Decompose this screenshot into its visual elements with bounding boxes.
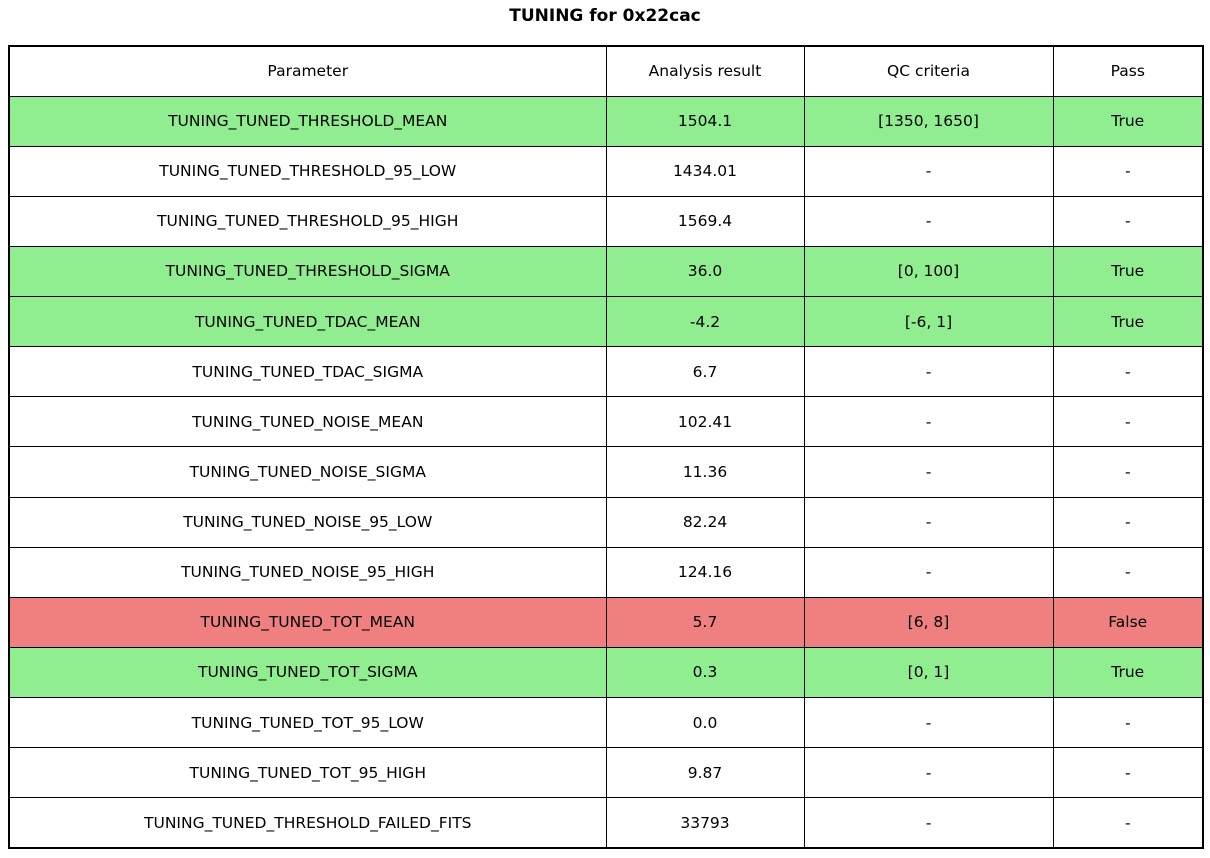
- cell-analysis-result: 1569.4: [605, 195, 805, 247]
- cell-qc-criteria: [0, 100]: [803, 245, 1054, 298]
- cell-parameter: TUNING_TUNED_THRESHOLD_95_HIGH: [8, 195, 607, 247]
- cell-qc-criteria: -: [803, 496, 1054, 548]
- table-row: TUNING_TUNED_TOT_95_HIGH 9.87 - -: [8, 747, 1204, 799]
- cell-qc-criteria: -: [803, 747, 1054, 799]
- cell-analysis-result: 36.0: [605, 245, 805, 298]
- cell-pass: True: [1052, 95, 1204, 147]
- table-row: TUNING_TUNED_TOT_95_LOW 0.0 - -: [8, 696, 1204, 749]
- cell-parameter: TUNING_TUNED_TDAC_SIGMA: [8, 346, 607, 398]
- cell-analysis-result: 6.7: [605, 346, 805, 398]
- table-row: TUNING_TUNED_NOISE_SIGMA 11.36 - -: [8, 446, 1204, 498]
- cell-pass: True: [1052, 245, 1204, 298]
- column-header-qc-criteria: QC criteria: [803, 45, 1054, 97]
- cell-analysis-result: 33793: [605, 797, 805, 849]
- cell-parameter: TUNING_TUNED_THRESHOLD_FAILED_FITS: [8, 797, 607, 849]
- column-header-analysis-result: Analysis result: [605, 45, 805, 97]
- cell-pass: -: [1052, 145, 1204, 197]
- cell-pass: -: [1052, 546, 1204, 598]
- qc-table-header: Parameter Analysis result QC criteria Pa…: [8, 45, 1204, 97]
- cell-parameter: TUNING_TUNED_THRESHOLD_95_LOW: [8, 145, 607, 197]
- table-row: TUNING_TUNED_THRESHOLD_95_LOW 1434.01 - …: [8, 145, 1204, 197]
- cell-parameter: TUNING_TUNED_TOT_95_HIGH: [8, 747, 607, 799]
- cell-pass: True: [1052, 646, 1204, 699]
- cell-qc-criteria: -: [803, 396, 1054, 448]
- cell-qc-criteria: [1350, 1650]: [803, 95, 1054, 147]
- table-row: TUNING_TUNED_THRESHOLD_SIGMA 36.0 [0, 10…: [8, 245, 1204, 298]
- table-row: TUNING_TUNED_TDAC_MEAN -4.2 [-6, 1] True: [8, 295, 1204, 348]
- cell-pass: -: [1052, 346, 1204, 398]
- cell-pass: -: [1052, 696, 1204, 749]
- cell-analysis-result: 124.16: [605, 546, 805, 598]
- cell-parameter: TUNING_TUNED_TOT_MEAN: [8, 596, 607, 648]
- cell-parameter: TUNING_TUNED_NOISE_95_HIGH: [8, 546, 607, 598]
- table-row: TUNING_TUNED_TDAC_SIGMA 6.7 - -: [8, 346, 1204, 398]
- header-row: Parameter Analysis result QC criteria Pa…: [8, 45, 1204, 97]
- table-row: TUNING_TUNED_THRESHOLD_FAILED_FITS 33793…: [8, 797, 1204, 849]
- cell-parameter: TUNING_TUNED_THRESHOLD_MEAN: [8, 95, 607, 147]
- qc-table-body: TUNING_TUNED_THRESHOLD_MEAN 1504.1 [1350…: [8, 95, 1204, 849]
- cell-qc-criteria: -: [803, 696, 1054, 749]
- cell-qc-criteria: -: [803, 145, 1054, 197]
- cell-qc-criteria: [-6, 1]: [803, 295, 1054, 348]
- cell-pass: -: [1052, 797, 1204, 849]
- cell-qc-criteria: [0, 1]: [803, 646, 1054, 699]
- table-row: TUNING_TUNED_NOISE_95_LOW 82.24 - -: [8, 496, 1204, 548]
- cell-qc-criteria: -: [803, 546, 1054, 598]
- cell-parameter: TUNING_TUNED_NOISE_MEAN: [8, 396, 607, 448]
- column-header-parameter: Parameter: [8, 45, 607, 97]
- cell-pass: -: [1052, 496, 1204, 548]
- cell-analysis-result: 102.41: [605, 396, 805, 448]
- cell-analysis-result: 1504.1: [605, 95, 805, 147]
- cell-qc-criteria: -: [803, 195, 1054, 247]
- cell-analysis-result: -4.2: [605, 295, 805, 348]
- cell-qc-criteria: -: [803, 797, 1054, 849]
- cell-parameter: TUNING_TUNED_NOISE_SIGMA: [8, 446, 607, 498]
- cell-analysis-result: 0.0: [605, 696, 805, 749]
- cell-parameter: TUNING_TUNED_NOISE_95_LOW: [8, 496, 607, 548]
- page-title: TUNING for 0x22cac: [509, 6, 701, 26]
- column-header-pass: Pass: [1052, 45, 1204, 97]
- cell-qc-criteria: -: [803, 446, 1054, 498]
- cell-pass: -: [1052, 195, 1204, 247]
- cell-parameter: TUNING_TUNED_TDAC_MEAN: [8, 295, 607, 348]
- cell-qc-criteria: -: [803, 346, 1054, 398]
- cell-qc-criteria: [6, 8]: [803, 596, 1054, 648]
- table-row: TUNING_TUNED_TOT_MEAN 5.7 [6, 8] False: [8, 596, 1204, 648]
- cell-pass: False: [1052, 596, 1204, 648]
- cell-analysis-result: 0.3: [605, 646, 805, 699]
- cell-pass: True: [1052, 295, 1204, 348]
- table-row: TUNING_TUNED_TOT_SIGMA 0.3 [0, 1] True: [8, 646, 1204, 699]
- cell-pass: -: [1052, 446, 1204, 498]
- cell-pass: -: [1052, 747, 1204, 799]
- cell-parameter: TUNING_TUNED_THRESHOLD_SIGMA: [8, 245, 607, 298]
- cell-analysis-result: 82.24: [605, 496, 805, 548]
- table-row: TUNING_TUNED_NOISE_MEAN 102.41 - -: [8, 396, 1204, 448]
- table-row: TUNING_TUNED_THRESHOLD_95_HIGH 1569.4 - …: [8, 195, 1204, 247]
- table-row: TUNING_TUNED_NOISE_95_HIGH 124.16 - -: [8, 546, 1204, 598]
- cell-analysis-result: 1434.01: [605, 145, 805, 197]
- cell-analysis-result: 11.36: [605, 446, 805, 498]
- cell-pass: -: [1052, 396, 1204, 448]
- cell-parameter: TUNING_TUNED_TOT_95_LOW: [8, 696, 607, 749]
- cell-parameter: TUNING_TUNED_TOT_SIGMA: [8, 646, 607, 699]
- cell-analysis-result: 9.87: [605, 747, 805, 799]
- cell-analysis-result: 5.7: [605, 596, 805, 648]
- table-row: TUNING_TUNED_THRESHOLD_MEAN 1504.1 [1350…: [8, 95, 1204, 147]
- qc-table: Parameter Analysis result QC criteria Pa…: [8, 45, 1204, 849]
